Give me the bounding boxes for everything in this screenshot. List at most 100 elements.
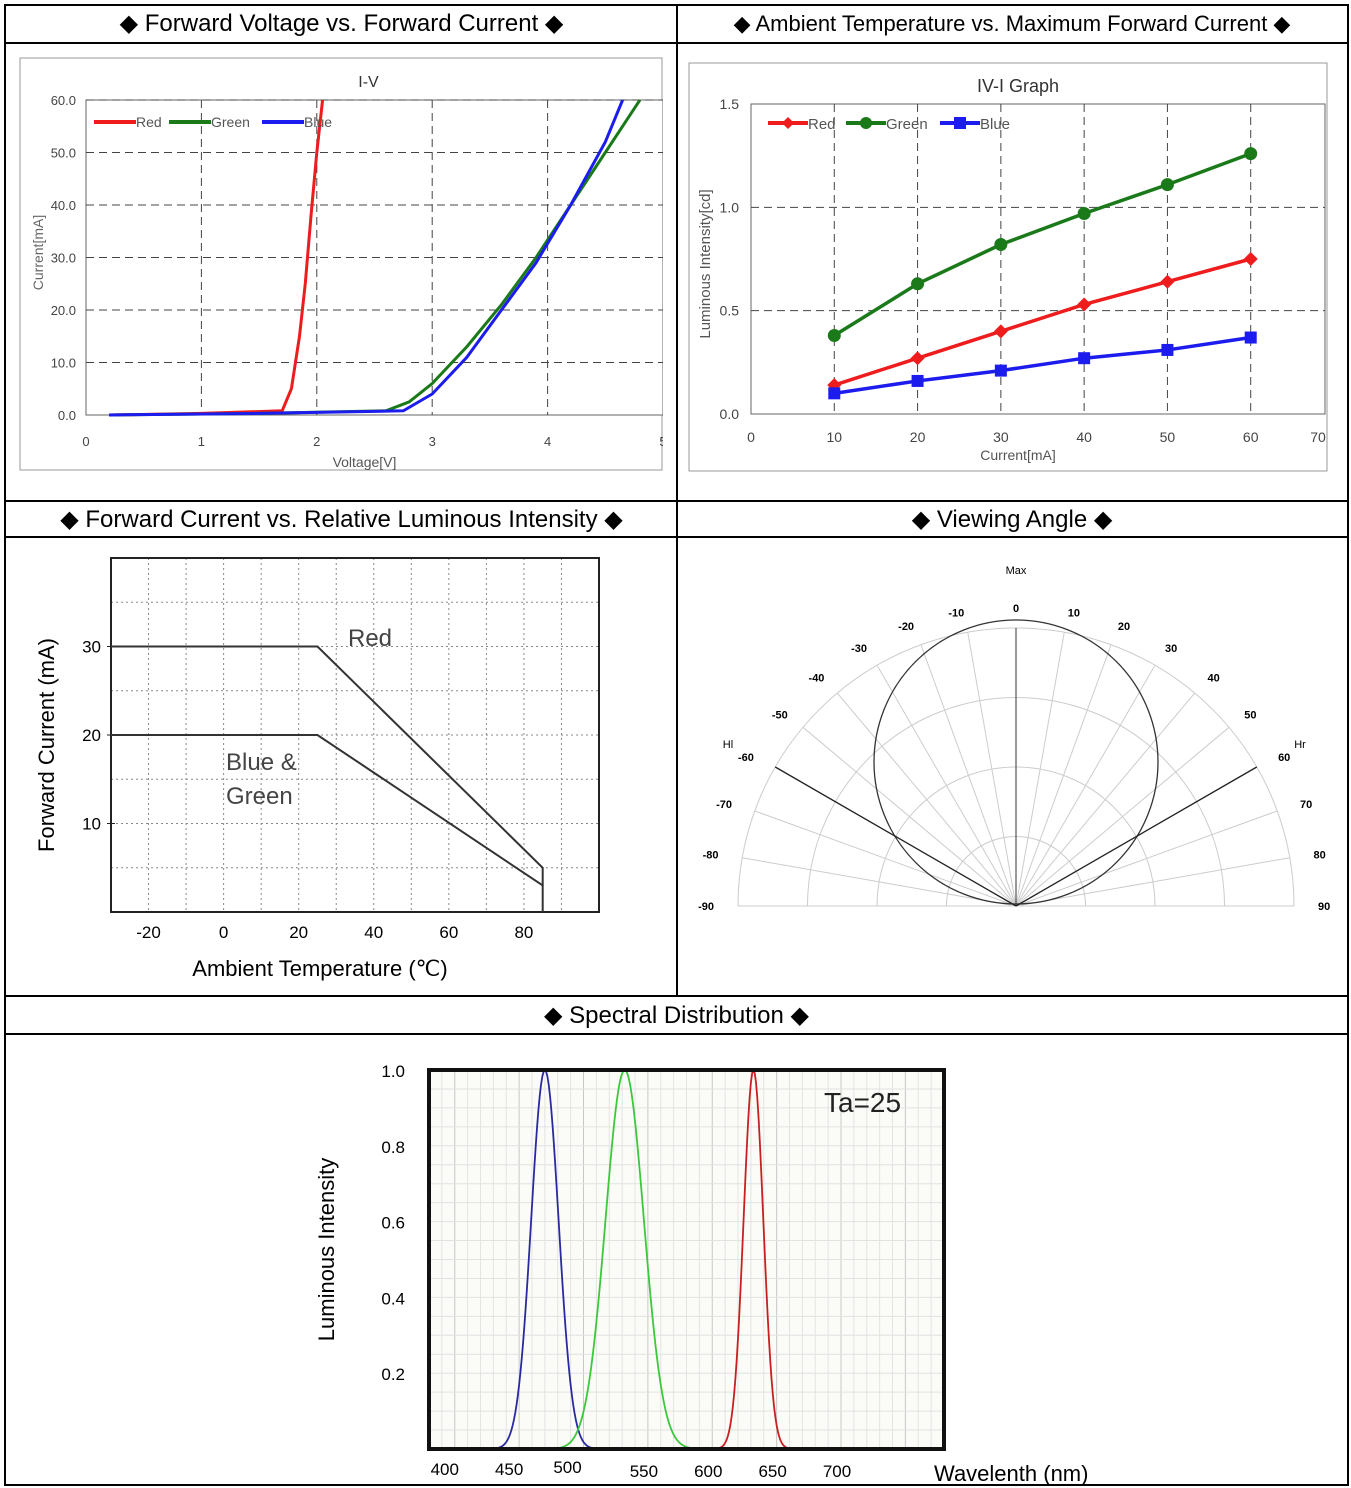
legend-label-red: Red bbox=[808, 116, 836, 133]
y-tick-label: 1.5 bbox=[720, 96, 740, 112]
half-angle-line bbox=[774, 766, 1017, 907]
x-tick-label: 20 bbox=[289, 923, 308, 942]
series-line-blue bbox=[109, 99, 624, 417]
y-tick-label: 0.5 bbox=[720, 303, 740, 319]
data-point-green bbox=[1160, 178, 1174, 192]
series-line-green bbox=[833, 151, 1252, 337]
series-line-red bbox=[111, 645, 544, 886]
x-tick-label: 500 bbox=[553, 1458, 581, 1477]
data-point-green bbox=[911, 277, 925, 291]
angle-label: -80 bbox=[703, 849, 719, 861]
header-spectral: ◆ Spectral Distribution ◆ bbox=[6, 995, 1347, 1035]
y-tick-label: 30.0 bbox=[51, 251, 76, 266]
legend-label-green: Green bbox=[211, 114, 250, 130]
data-point-blue bbox=[1078, 352, 1091, 365]
series-line-blue bbox=[834, 335, 1251, 396]
header-angle: ◆ Viewing Angle ◆ bbox=[677, 500, 1347, 538]
y-axis-label: Luminous Intensity[cd] bbox=[697, 189, 714, 338]
radiation-pattern bbox=[873, 619, 1159, 905]
y-tick-label: 20.0 bbox=[51, 303, 76, 318]
x-tick-label: 4 bbox=[544, 434, 551, 449]
max-label: Max bbox=[1006, 565, 1027, 577]
angle-label: 60 bbox=[1278, 752, 1290, 764]
legend-label-blue: Blue bbox=[304, 114, 332, 130]
y-tick-label: 0.4 bbox=[381, 1289, 405, 1308]
x-tick-label: 700 bbox=[823, 1462, 851, 1481]
data-point-blue bbox=[828, 387, 841, 400]
x-axis-label: Wavelenth (nm) bbox=[934, 1461, 1088, 1486]
y-tick-label: 1.0 bbox=[381, 1062, 405, 1081]
header-derating: ◆ Forward Current vs. Relative Luminous … bbox=[6, 500, 677, 538]
viewing-angle-chart: 0 10 20 30 40 50 60 70 80 90 -10 -20 -30 -40 -50 -60 -70… bbox=[698, 565, 1330, 913]
x-tick-label: 30 bbox=[993, 429, 1009, 445]
x-tick-label: 10 bbox=[826, 429, 842, 445]
x-tick-label: 70 bbox=[1310, 429, 1326, 445]
x-tick-label: 1 bbox=[198, 434, 205, 449]
data-point-green bbox=[1077, 207, 1091, 221]
legend-marker-blue bbox=[954, 117, 966, 129]
y-tick-label: 1.0 bbox=[720, 199, 740, 215]
x-tick-label: 450 bbox=[495, 1460, 523, 1479]
legend-label-blue: Blue bbox=[980, 116, 1010, 133]
y-tick-label: 10 bbox=[82, 815, 101, 834]
y-tick-label: 40.0 bbox=[51, 198, 76, 213]
column-divider bbox=[676, 6, 678, 997]
data-point-green bbox=[827, 328, 841, 342]
right-label: Hr bbox=[1294, 739, 1306, 751]
x-tick-label: 40 bbox=[364, 923, 383, 942]
x-tick-label: 550 bbox=[630, 1462, 658, 1481]
angle-label: -70 bbox=[716, 799, 732, 811]
y-tick-label: 0.0 bbox=[58, 408, 76, 423]
angle-label: 80 bbox=[1313, 849, 1325, 861]
series-label-blue-green-line1: Blue & bbox=[226, 749, 297, 776]
header-iv: ◆ Forward Voltage vs. Forward Current ◆ bbox=[6, 6, 677, 44]
x-tick-label: 0 bbox=[82, 434, 89, 449]
x-tick-label: 60 bbox=[1243, 429, 1259, 445]
chart-title: IV-I Graph bbox=[977, 76, 1059, 96]
series-label-red: Red bbox=[348, 625, 392, 652]
angle-label: 0 bbox=[1013, 603, 1019, 615]
derating-chart: -20 0 20 40 60 80 10 20 30 Ambient Temperature (℃… bbox=[34, 557, 600, 981]
x-tick-label: 80 bbox=[514, 923, 533, 942]
angle-label: -30 bbox=[851, 643, 867, 655]
angle-label: 50 bbox=[1244, 709, 1256, 721]
x-axis-label: Current[mA] bbox=[980, 447, 1055, 463]
left-label: Hl bbox=[723, 739, 733, 751]
x-tick-label: 40 bbox=[1076, 429, 1092, 445]
x-axis-label: Voltage[V] bbox=[333, 454, 397, 470]
x-tick-label: 2 bbox=[313, 434, 320, 449]
data-point-green bbox=[1244, 147, 1258, 161]
y-axis-label: Current[mA] bbox=[30, 215, 46, 290]
series-line-blue-green bbox=[111, 734, 544, 912]
angle-label: 70 bbox=[1300, 799, 1312, 811]
legend-label-red: Red bbox=[136, 114, 162, 130]
x-tick-label: 5 bbox=[659, 434, 663, 449]
y-tick-label: 0.2 bbox=[381, 1365, 405, 1384]
data-point-blue bbox=[1244, 331, 1257, 344]
y-tick-label: 60.0 bbox=[51, 93, 76, 108]
y-tick-label: 30 bbox=[82, 638, 101, 657]
header-ivi: ◆ Ambient Temperature vs. Maximum Forwar… bbox=[677, 6, 1347, 44]
iv-chart: 0.0 10.0 20.0 30.0 40.0 50.0 60.0 0 1 2 3 4 5 I-V Volt… bbox=[19, 57, 663, 471]
angle-label: -40 bbox=[809, 673, 825, 685]
angle-label: -50 bbox=[772, 709, 788, 721]
legend-marker-green bbox=[860, 117, 872, 129]
x-tick-label: 20 bbox=[910, 429, 926, 445]
x-tick-label: 60 bbox=[439, 923, 458, 942]
y-tick-label: 50.0 bbox=[51, 146, 76, 161]
data-point-blue bbox=[1161, 343, 1174, 356]
data-point-red bbox=[1077, 297, 1092, 312]
x-tick-label: 3 bbox=[429, 434, 436, 449]
spectral-chart: Ta=25 0.2 0.4 0.6 0.8 1.0 400 450 500 550 600 650 70… bbox=[314, 1062, 1088, 1486]
angle-label: 90 bbox=[1318, 901, 1330, 913]
datasheet-table: ◆ Forward Voltage vs. Forward Current ◆ … bbox=[4, 4, 1349, 1486]
plot-area bbox=[750, 103, 1326, 415]
series-label-blue-green-line2: Green bbox=[226, 783, 293, 810]
x-tick-label: 0 bbox=[747, 429, 755, 445]
ivi-chart: 0.0 0.5 1.0 1.5 0 10 20 30 40 50 60 70 IV-I Graph Cur… bbox=[688, 62, 1328, 472]
x-axis-label: Ambient Temperature (℃) bbox=[192, 956, 447, 981]
x-tick-label: 600 bbox=[694, 1462, 722, 1481]
data-point-blue bbox=[994, 364, 1007, 377]
x-tick-label: 650 bbox=[758, 1462, 786, 1481]
angle-label: -20 bbox=[898, 621, 914, 633]
